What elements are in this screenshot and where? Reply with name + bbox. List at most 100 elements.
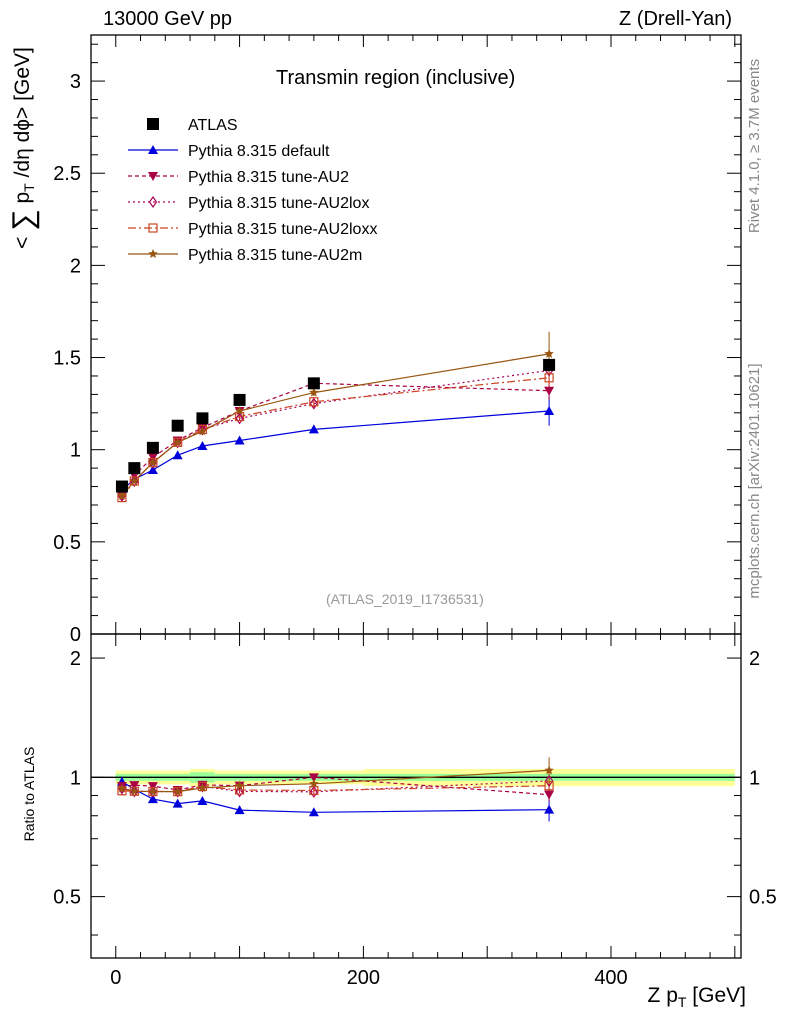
- ratio-point: [309, 785, 319, 798]
- data-point: [147, 464, 158, 474]
- ratio-point: [197, 795, 208, 805]
- data-point: [544, 405, 555, 415]
- data-point: [148, 457, 158, 467]
- x-tick-label: 0: [110, 967, 121, 989]
- series-line: [121, 377, 550, 498]
- mcplots-label: mcplots.cern.ch [arXiv:2401.10621]: [746, 363, 763, 599]
- ratio-point: [198, 780, 207, 793]
- ratio-point: [309, 778, 319, 788]
- ratio-panel-frame: [90, 633, 742, 959]
- x-tick-label: 400: [594, 967, 627, 989]
- rivet-label: Rivet 4.1.0, ≥ 3.7M events: [746, 58, 763, 234]
- ratio-point: [309, 785, 319, 796]
- y-tick-label: 2: [70, 255, 81, 277]
- data-point: [234, 435, 245, 445]
- x-label-post: [GeV]: [692, 984, 746, 1007]
- data-point: [117, 490, 127, 500]
- legend-label: Pythia 8.315 default: [188, 143, 330, 160]
- ratio-point: [234, 805, 245, 815]
- y-tick-label: 0: [70, 624, 81, 646]
- legend-marker: [148, 145, 158, 154]
- ratio-y-tick-label: 1: [70, 767, 81, 789]
- legend-label: Pythia 8.315 tune-AU2: [188, 169, 349, 186]
- data-point: [197, 426, 208, 436]
- legend-marker: [148, 172, 158, 181]
- ratio-series-line: [121, 785, 550, 793]
- y-label-rest: /dη dϕ> [GeV]: [11, 47, 34, 178]
- ratio-point: [544, 804, 555, 814]
- ratio-point: [147, 794, 158, 804]
- ratio-point: [172, 786, 183, 796]
- ratio-y-tick-label-right: 1: [749, 767, 760, 789]
- legend-marker: [148, 195, 158, 209]
- legend-marker: [147, 118, 159, 130]
- atlas-point: [307, 377, 320, 390]
- legend-marker: [148, 223, 158, 233]
- ratio-series-line: [121, 776, 550, 796]
- ratio-y-label: Ratio to ATLAS: [21, 746, 37, 842]
- atlas-point: [128, 462, 141, 475]
- data-point: [234, 405, 245, 416]
- y-tick-label: 3: [70, 71, 81, 93]
- atlas-point: [543, 358, 556, 371]
- ratio-point: [172, 798, 183, 808]
- ratio-y-tick-label-right: 2: [749, 648, 760, 670]
- legend-marker: [148, 249, 158, 259]
- ratio-point: [308, 807, 319, 817]
- y-axis-label: < ∑ pT /dη dϕ> [GeV]: [7, 8, 40, 288]
- ratio-point: [235, 785, 244, 798]
- legend-label: Pythia 8.315 tune-AU2lox: [188, 195, 369, 212]
- ratio-point: [544, 781, 554, 791]
- atlas-point: [171, 419, 184, 432]
- data-point: [198, 423, 207, 436]
- atlas-point: [146, 441, 159, 454]
- atlas-point: [233, 393, 246, 406]
- ratio-point: [544, 765, 554, 775]
- data-point: [172, 437, 183, 447]
- analysis-tag: (ATLAS_2019_I1736531): [326, 591, 484, 607]
- y-tick-label: 1.5: [53, 348, 81, 370]
- legend-label: ATLAS: [188, 117, 238, 134]
- x-axis-label: Z pT [GeV]: [648, 984, 746, 1010]
- x-label-pre: Z p: [647, 984, 678, 1007]
- process-label: Z (Drell-Yan): [619, 8, 732, 30]
- ratio-point: [234, 780, 245, 790]
- ratio-point: [117, 783, 127, 793]
- y-tick-label: 0.5: [53, 532, 81, 554]
- data-point: [544, 348, 554, 358]
- data-point: [309, 397, 319, 410]
- data-point: [544, 373, 554, 383]
- ratio-point: [544, 774, 554, 787]
- data-point: [172, 450, 183, 460]
- legend-label: Pythia 8.315 tune-AU2m: [188, 247, 362, 264]
- data-point: [309, 397, 319, 407]
- ratio-point: [544, 790, 555, 800]
- y-tick-label: 2.5: [53, 163, 81, 185]
- data-point: [235, 412, 244, 425]
- data-point: [309, 387, 319, 397]
- legend-label: Pythia 8.315 tune-AU2loxx: [188, 221, 377, 238]
- x-tick-label: 200: [347, 967, 380, 989]
- ratio-point: [129, 786, 140, 796]
- atlas-point: [196, 412, 209, 425]
- ratio-point: [308, 773, 319, 783]
- plot-title: Transmin region (inclusive): [276, 67, 516, 89]
- data-point: [197, 441, 208, 451]
- y-label-sub: T: [21, 183, 38, 192]
- data-point: [308, 424, 319, 434]
- y-label-p: p: [11, 191, 34, 204]
- series-line: [121, 382, 550, 495]
- ratio-point: [197, 782, 208, 792]
- collision-label: 13000 GeV pp: [103, 8, 232, 30]
- series-line: [121, 353, 550, 497]
- data-point: [544, 386, 555, 396]
- ratio-series-line: [121, 781, 550, 813]
- ratio-point: [148, 786, 158, 796]
- y-tick-label: 1: [70, 440, 81, 462]
- atlas-point: [115, 480, 128, 493]
- ratio-y-tick-label: 2: [70, 648, 81, 670]
- x-label-sub: T: [677, 994, 687, 1011]
- y-label-sum: ∑: [7, 209, 40, 231]
- ratio-y-tick-label-right: 0.5: [749, 887, 777, 909]
